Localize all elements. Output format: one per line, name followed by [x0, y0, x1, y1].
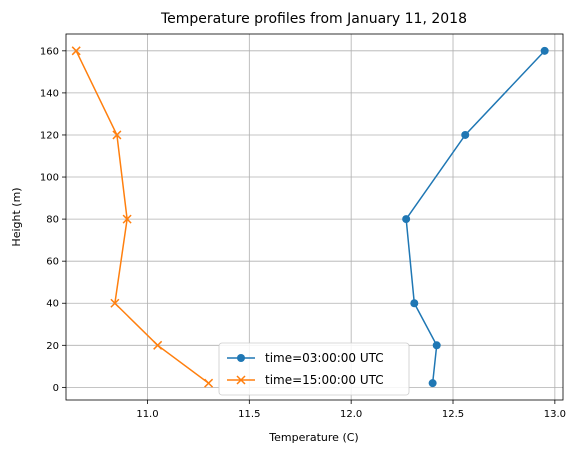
- series-line: [75, 50, 210, 384]
- data-point: [112, 130, 122, 140]
- chart-title: Temperature profiles from January 11, 20…: [160, 11, 467, 27]
- data-point: [540, 46, 549, 55]
- data-point: [432, 341, 441, 350]
- y-axis-label: Height (m): [10, 187, 23, 246]
- data-point: [402, 215, 411, 224]
- y-tick-label: 0: [53, 383, 59, 394]
- x-marker-stroke: [153, 340, 163, 350]
- data-point: [153, 340, 163, 350]
- y-tick-label: 60: [46, 257, 59, 268]
- x-axis-label: Temperature (C): [268, 431, 358, 444]
- y-tick-label: 80: [46, 215, 59, 226]
- x-marker-stroke: [110, 298, 120, 308]
- legend-entry: time=15:00:00 UTC: [227, 373, 384, 387]
- data-point: [122, 214, 132, 224]
- y-tick-label: 120: [40, 130, 59, 141]
- legend-label: time=03:00:00 UTC: [265, 351, 384, 365]
- y-tick-label: 160: [40, 46, 59, 57]
- legend-marker: [236, 375, 246, 385]
- data-point: [110, 298, 120, 308]
- data-point: [410, 299, 419, 308]
- legend: time=03:00:00 UTC time=15:00:00 UTC: [218, 342, 410, 396]
- series-line: [405, 50, 546, 384]
- x-tick-label: 11.0: [136, 409, 158, 420]
- x-tick-label: 12.0: [340, 409, 362, 420]
- plot-frame: [65, 33, 564, 401]
- series-2: [71, 46, 214, 388]
- x-tick-label: 11.5: [238, 409, 260, 420]
- y-tick-label: 20: [46, 341, 59, 352]
- legend-box: [218, 342, 410, 396]
- x-axis-ticks: 11.0 11.5 12.0 12.5 13.0: [136, 400, 566, 420]
- series-layer: [71, 46, 549, 388]
- data-point: [204, 378, 214, 388]
- legend-marker: [237, 354, 245, 362]
- legend-label: time=15:00:00 UTC: [265, 373, 384, 387]
- x-marker-stroke: [122, 214, 132, 224]
- data-point: [428, 379, 437, 388]
- y-tick-label: 100: [40, 173, 59, 184]
- y-axis-ticks: 0 20 40 60 80 100 120 140 160: [40, 46, 66, 394]
- x-tick-label: 13.0: [544, 409, 566, 420]
- series-1: [402, 46, 549, 388]
- x-marker-stroke: [236, 375, 246, 385]
- x-marker-stroke: [112, 130, 122, 140]
- legend-entry: time=03:00:00 UTC: [227, 351, 384, 365]
- data-point: [461, 130, 470, 139]
- x-marker-stroke: [71, 46, 81, 56]
- y-tick-label: 140: [40, 88, 59, 99]
- data-point: [71, 46, 81, 56]
- x-marker-stroke: [204, 378, 214, 388]
- y-tick-label: 40: [46, 299, 59, 310]
- grid-lines: [66, 34, 563, 400]
- x-tick-label: 12.5: [442, 409, 464, 420]
